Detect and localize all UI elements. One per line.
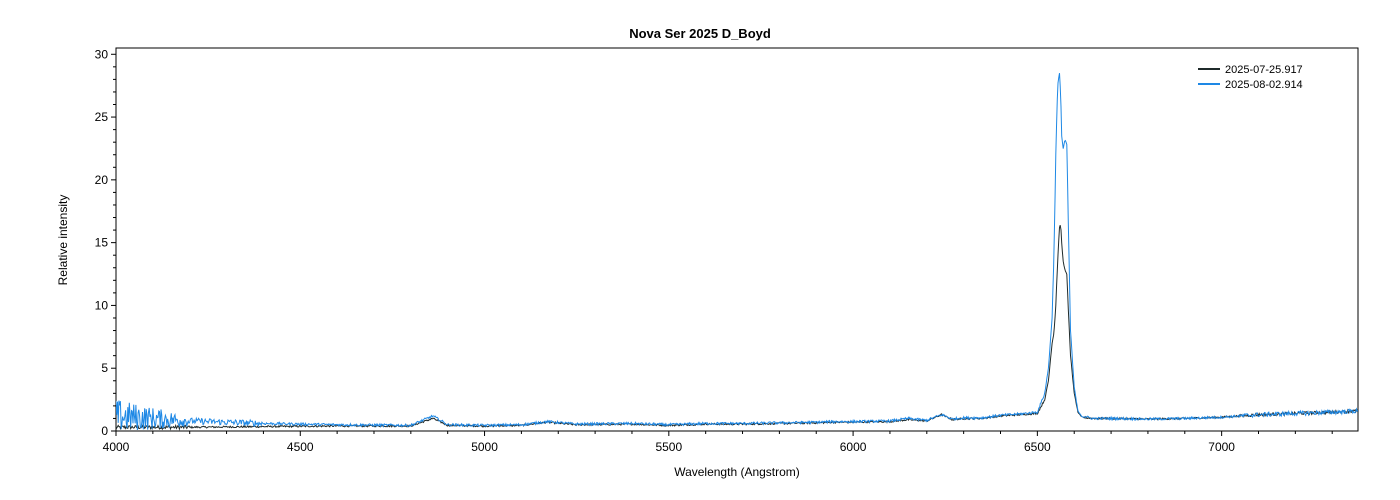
legend-label-series-2: 2025-08-02.914 — [1225, 79, 1303, 91]
y-tick-label: 20 — [95, 173, 109, 187]
legend: 2025-07-25.917 2025-08-02.914 — [1198, 64, 1303, 91]
y-tick-label: 5 — [101, 361, 108, 375]
y-tick-label: 15 — [95, 236, 109, 250]
legend-label-series-1: 2025-07-25.917 — [1225, 64, 1303, 76]
x-axis: 4000 4500 5000 5500 6000 6500 7000 — [103, 431, 1333, 454]
chart-title: Nova Ser 2025 D_Boyd — [629, 26, 771, 41]
series-lines — [116, 73, 1358, 431]
x-tick-label: 4500 — [287, 440, 314, 454]
x-tick-label: 5500 — [655, 440, 682, 454]
y-axis-label: Relative intensity — [56, 195, 70, 286]
x-tick-label: 5000 — [471, 440, 498, 454]
y-tick-label: 0 — [101, 424, 108, 438]
x-tick-label: 7000 — [1208, 440, 1235, 454]
y-tick-label: 10 — [95, 298, 109, 312]
series-line-2 — [116, 73, 1358, 431]
x-tick-label: 6000 — [840, 440, 867, 454]
x-tick-label: 4000 — [103, 440, 130, 454]
y-tick-label: 25 — [95, 110, 109, 124]
y-tick-label: 30 — [95, 47, 109, 61]
x-axis-label: Wavelength (Angstrom) — [674, 465, 800, 479]
x-tick-label: 6500 — [1024, 440, 1051, 454]
y-axis: 0 5 10 15 20 25 30 — [95, 47, 116, 438]
plot-area — [115, 47, 1359, 432]
